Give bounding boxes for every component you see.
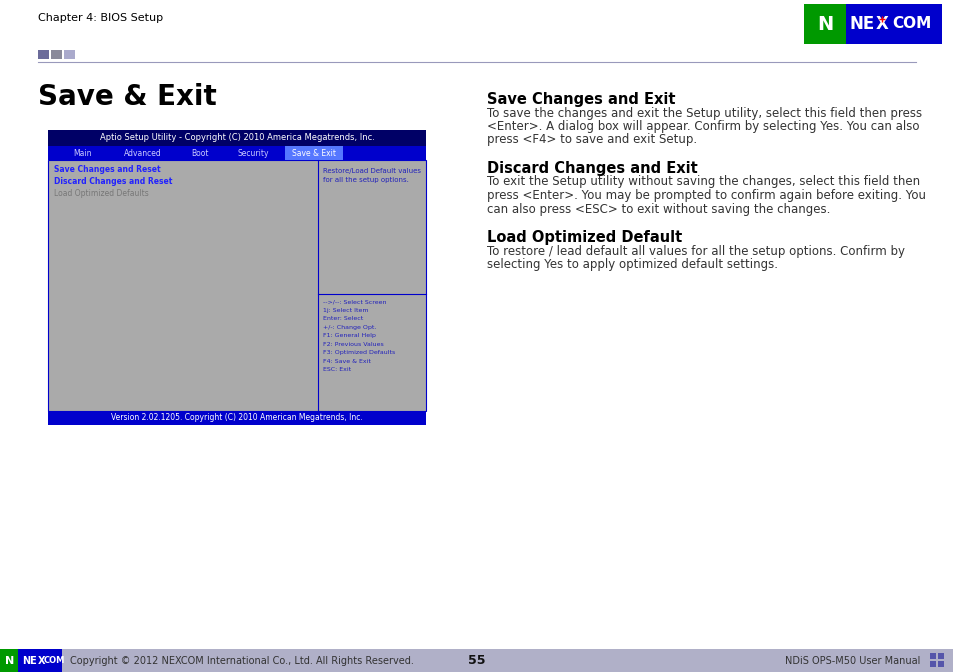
Text: Load Optimized Defaults: Load Optimized Defaults <box>54 190 149 198</box>
Text: Save & Exit: Save & Exit <box>38 83 216 111</box>
Text: N: N <box>6 655 14 665</box>
Text: F1: General Help: F1: General Help <box>323 333 375 338</box>
Text: Load Optimized Default: Load Optimized Default <box>486 230 681 245</box>
Bar <box>48 146 426 160</box>
Text: selecting Yes to apply optimized default settings.: selecting Yes to apply optimized default… <box>486 258 778 271</box>
Text: Enter: Select: Enter: Select <box>323 317 363 321</box>
Text: Save Changes and Exit: Save Changes and Exit <box>486 92 675 107</box>
Bar <box>0 649 62 672</box>
Text: ESC: Exit: ESC: Exit <box>323 368 351 372</box>
Bar <box>48 130 426 146</box>
Text: 1j: Select Item: 1j: Select Item <box>323 308 368 312</box>
Text: To save the changes and exit the Setup utility, select this field then press: To save the changes and exit the Setup u… <box>486 106 922 120</box>
Text: 55: 55 <box>468 654 485 667</box>
Text: <Enter>. A dialog box will appear. Confirm by selecting Yes. You can also: <Enter>. A dialog box will appear. Confi… <box>486 120 919 133</box>
Text: can also press <ESC> to exit without saving the changes.: can also press <ESC> to exit without sav… <box>486 202 829 216</box>
Bar <box>51 50 62 59</box>
Text: N: N <box>816 15 832 34</box>
Bar <box>937 653 943 659</box>
Text: F3: Optimized Defaults: F3: Optimized Defaults <box>323 350 395 355</box>
Bar <box>803 4 941 44</box>
Text: Main: Main <box>73 149 92 157</box>
Text: for all the setup options.: for all the setup options. <box>323 177 409 183</box>
Bar <box>38 50 49 59</box>
Text: Discard Changes and Exit: Discard Changes and Exit <box>486 161 697 176</box>
Bar <box>803 4 845 44</box>
Text: X: X <box>38 655 46 665</box>
Text: Chapter 4: BIOS Setup: Chapter 4: BIOS Setup <box>38 13 163 23</box>
Text: Advanced: Advanced <box>124 149 162 157</box>
Text: F2: Previous Values: F2: Previous Values <box>323 342 383 347</box>
Text: COM: COM <box>43 656 65 665</box>
Text: Version 2.02.1205. Copyright (C) 2010 American Megatrends, Inc.: Version 2.02.1205. Copyright (C) 2010 Am… <box>111 413 362 423</box>
Text: NDiS OPS-M50 User Manual: NDiS OPS-M50 User Manual <box>783 655 919 665</box>
Bar <box>285 146 343 160</box>
Text: -->/--: Select Screen: -->/--: Select Screen <box>323 299 386 304</box>
Bar <box>937 661 943 667</box>
Bar <box>0 649 953 672</box>
Text: Save & Exit: Save & Exit <box>292 149 335 157</box>
Text: Security: Security <box>237 149 269 157</box>
Text: NE: NE <box>848 15 874 33</box>
Text: X: X <box>875 15 887 33</box>
Text: Aptio Setup Utility - Copyright (C) 2010 America Megatrends, Inc.: Aptio Setup Utility - Copyright (C) 2010… <box>99 134 374 142</box>
Text: Restore/Load Default values: Restore/Load Default values <box>323 168 420 174</box>
Text: To restore / lead default all values for all the setup options. Confirm by: To restore / lead default all values for… <box>486 245 904 257</box>
Text: press <Enter>. You may be prompted to confirm again before exiting. You: press <Enter>. You may be prompted to co… <box>486 189 925 202</box>
Bar <box>929 661 935 667</box>
Bar <box>0 649 18 672</box>
Text: press <F4> to save and exit Setup.: press <F4> to save and exit Setup. <box>486 134 697 146</box>
Text: To exit the Setup utility without saving the changes, select this field then: To exit the Setup utility without saving… <box>486 175 919 189</box>
Text: COM: COM <box>891 17 931 32</box>
Bar <box>64 50 75 59</box>
Text: NE: NE <box>23 655 37 665</box>
Text: F4: Save & Exit: F4: Save & Exit <box>323 359 371 364</box>
Text: Save Changes and Reset: Save Changes and Reset <box>54 165 160 175</box>
Text: Discard Changes and Reset: Discard Changes and Reset <box>54 177 172 185</box>
Text: Copyright © 2012 NEXCOM International Co., Ltd. All Rights Reserved.: Copyright © 2012 NEXCOM International Co… <box>70 655 414 665</box>
Text: +/-: Change Opt.: +/-: Change Opt. <box>323 325 376 330</box>
Bar <box>48 160 426 411</box>
Text: Boot: Boot <box>191 149 209 157</box>
Bar <box>48 411 426 425</box>
Bar <box>929 653 935 659</box>
